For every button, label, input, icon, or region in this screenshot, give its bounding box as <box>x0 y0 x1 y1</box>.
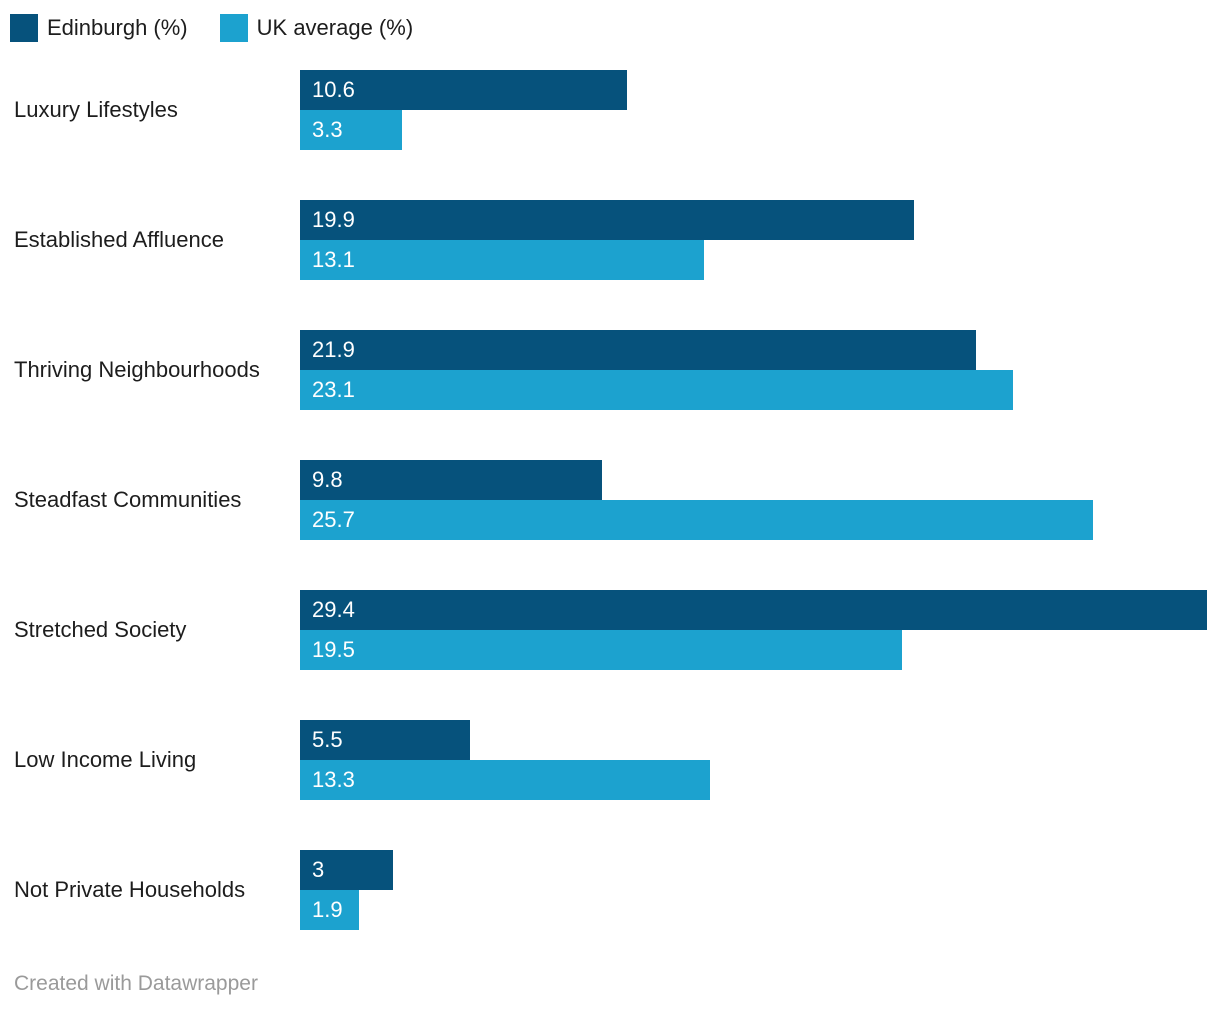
bar-group: 29.4 19.5 <box>300 590 1220 670</box>
bar-value-label: 13.1 <box>312 247 355 272</box>
category-row: Thriving Neighbourhoods 21.9 23.1 <box>0 330 1220 410</box>
bar-value-label: 3 <box>312 857 325 882</box>
edinburgh-bar: 3 <box>300 850 393 890</box>
category-row: Not Private Households 3 1.9 <box>0 850 1220 930</box>
bar-group: 19.9 13.1 <box>300 200 1220 280</box>
bar-value-label: 1.9 <box>312 897 343 922</box>
bar-value-label: 9.8 <box>312 467 343 492</box>
uk-average-bar: 19.5 <box>300 630 902 670</box>
category-label: Stretched Society <box>14 617 187 642</box>
edinburgh-bar: 21.9 <box>300 330 976 370</box>
category-row: Established Affluence 19.9 13.1 <box>0 200 1220 280</box>
bar-value-label: 19.5 <box>312 637 355 662</box>
edinburgh-bar: 9.8 <box>300 460 603 500</box>
bar-group: 21.9 23.1 <box>300 330 1220 410</box>
uk-average-bar: 3.3 <box>300 110 402 150</box>
category-row: Steadfast Communities 9.8 25.7 <box>0 460 1220 540</box>
category-label: Low Income Living <box>14 747 197 772</box>
edinburgh-bar: 5.5 <box>300 720 470 760</box>
uk-average-bar: 13.1 <box>300 240 705 280</box>
bar-group: 3 1.9 <box>300 850 1220 930</box>
uk-average-swatch-icon <box>219 14 248 42</box>
category-row: Low Income Living 5.5 13.3 <box>0 720 1220 800</box>
bar-value-label: 21.9 <box>312 337 355 362</box>
legend-item-edinburgh: Edinburgh (%) <box>10 14 188 42</box>
bar-value-label: 19.9 <box>312 207 355 232</box>
bar-chart: Luxury Lifestyles 10.6 3.3 Established Affl… <box>0 70 1220 930</box>
bar-value-label: 29.4 <box>312 597 355 622</box>
edinburgh-bar: 19.9 <box>300 200 914 240</box>
legend-label-uk-average: UK average (%) <box>256 15 414 40</box>
category-label: Established Affluence <box>14 227 224 252</box>
bar-value-label: 3.3 <box>312 117 343 142</box>
chart-legend: Edinburgh (%) UK average (%) <box>10 14 1220 42</box>
edinburgh-swatch-icon <box>10 14 38 42</box>
category-label: Thriving Neighbourhoods <box>14 357 260 382</box>
uk-average-bar: 1.9 <box>300 890 359 930</box>
bar-group: 9.8 25.7 <box>300 460 1220 540</box>
legend-label-edinburgh: Edinburgh (%) <box>47 15 188 40</box>
legend-item-uk-average: UK average (%) <box>219 14 414 42</box>
uk-average-bar: 25.7 <box>300 500 1093 540</box>
datawrapper-credit: Created with Datawrapper <box>14 972 258 995</box>
uk-average-bar: 23.1 <box>300 370 1013 410</box>
bar-value-label: 25.7 <box>312 507 355 532</box>
bar-value-label: 10.6 <box>312 77 355 102</box>
category-label: Luxury Lifestyles <box>14 97 178 122</box>
category-row: Luxury Lifestyles 10.6 3.3 <box>0 70 1220 150</box>
bar-group: 10.6 3.3 <box>300 70 1220 150</box>
bar-value-label: 5.5 <box>312 727 343 752</box>
category-row: Stretched Society 29.4 19.5 <box>0 590 1220 670</box>
uk-average-bar: 13.3 <box>300 760 711 800</box>
edinburgh-bar: 29.4 <box>300 590 1207 630</box>
bar-group: 5.5 13.3 <box>300 720 1220 800</box>
category-label: Steadfast Communities <box>14 487 242 512</box>
bar-value-label: 23.1 <box>312 377 355 402</box>
bar-value-label: 13.3 <box>312 767 355 792</box>
edinburgh-bar: 10.6 <box>300 70 627 110</box>
category-label: Not Private Households <box>14 877 246 902</box>
